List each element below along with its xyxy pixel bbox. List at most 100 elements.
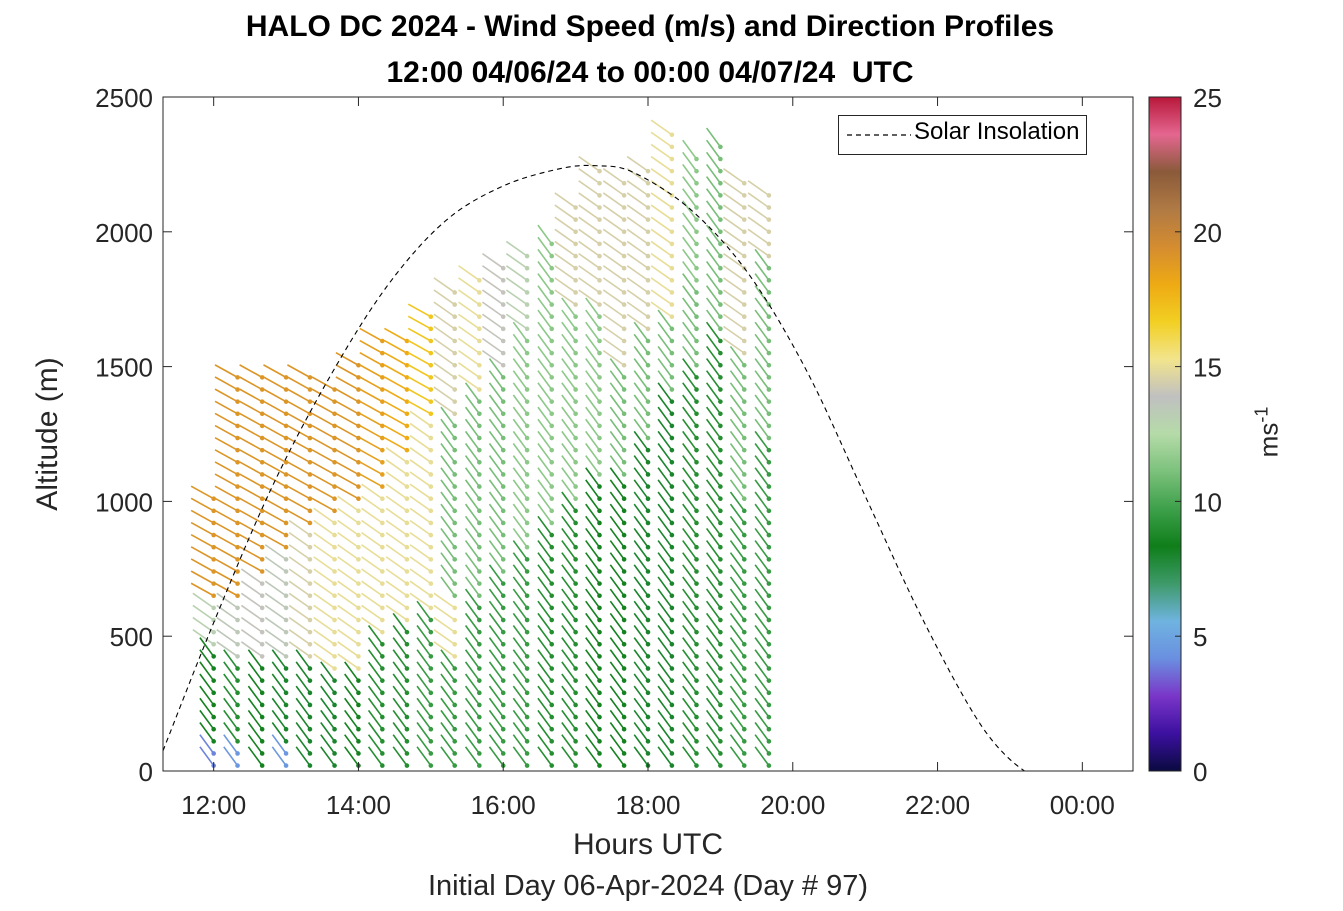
barb-point [597,399,602,404]
barb-shaft [458,374,480,391]
barb-point [621,508,627,514]
barb-point [404,605,410,611]
barb-shaft [657,746,673,767]
barb-point [694,629,699,635]
barb-point [621,702,627,708]
barb-point [718,387,723,392]
barb-point [332,617,337,623]
barb-point [356,375,361,380]
barb-shaft [729,406,745,427]
barb-shaft [754,345,770,366]
barb-shaft [682,188,698,209]
barb-point [645,654,651,659]
barb-shaft [754,661,770,682]
barb-shaft [561,540,577,560]
barb-shaft [705,734,722,754]
barb-shaft [488,358,504,378]
barb-point [718,265,723,271]
barb-point [307,411,313,417]
barb-shaft [361,616,383,633]
barb-shaft [729,443,745,463]
barb-shaft [723,325,745,342]
barb-shaft [488,540,504,560]
barb-shaft [578,155,600,172]
barb-shaft [585,515,601,536]
barb-shaft [288,629,311,645]
barb-point [428,484,434,489]
barb-point [452,690,458,696]
barb-point [669,132,675,138]
barb-shaft [705,540,722,560]
barb-shaft [561,358,577,378]
barb-point [259,411,265,417]
barb-shaft [488,382,504,403]
barb-shaft [657,321,673,342]
barb-shaft [561,321,577,342]
initial-day-caption: Initial Day 06-Apr-2024 (Day # 97) [427,870,869,902]
x-tick-label: 16:00 [471,790,536,820]
barb-shaft [729,418,745,439]
barb-shaft [247,685,263,706]
barb-shaft [361,507,383,524]
barb-point [477,569,482,574]
barb-shaft [747,192,770,209]
barb-shaft [705,661,722,682]
barb-shaft [481,265,504,281]
barb-shaft [602,325,625,342]
barb-shaft [409,434,432,451]
barb-point [259,629,265,635]
x-tick-label: 22:00 [905,790,970,820]
barb-point [718,629,723,635]
barb-shaft [705,515,722,536]
barb-shaft [650,240,673,257]
barb-point [235,447,240,453]
wind-profile [723,168,747,768]
barb-shaft [754,382,770,403]
barb-shaft [754,722,770,742]
barb-shaft [240,592,263,609]
barb-point [500,375,506,380]
barb-point [597,593,602,599]
barb-point [211,666,216,671]
barb-shaft [682,309,698,330]
barb-shaft [264,641,287,658]
barb-shaft [433,604,456,621]
barb-point [524,484,530,489]
barb-shaft [320,722,336,742]
barb-point [477,641,482,647]
barb-shaft [458,325,480,342]
barb-point [718,447,723,453]
barb-shaft [416,734,432,754]
barb-shaft [199,661,215,682]
barb-point [549,496,555,502]
barb-shaft [392,734,408,754]
barb-point [573,569,578,574]
barb-point [477,278,482,283]
barb-point [549,654,555,659]
barb-shaft [505,240,528,257]
barb-shaft [385,471,408,488]
barb-point [307,460,313,465]
barb-shaft [488,649,504,670]
barb-point [500,387,506,392]
barb-shaft [263,461,287,476]
barb-shaft [247,649,263,670]
barb-point [549,569,555,574]
barb-point [524,726,530,732]
barb-shaft [239,436,263,451]
barb-shaft [287,436,311,451]
barb-shaft [313,556,336,573]
barb-point [741,532,747,538]
barb-point [428,751,434,756]
barb-point [597,520,602,526]
barb-point [428,654,434,659]
wind-profile [602,168,627,768]
barb-shaft [537,503,553,524]
barb-shaft [407,352,432,366]
barb-shaft [416,697,432,718]
barb-point [741,241,747,247]
barb-shaft [458,362,480,379]
barb-point [741,314,747,320]
barb-shaft [705,285,722,306]
